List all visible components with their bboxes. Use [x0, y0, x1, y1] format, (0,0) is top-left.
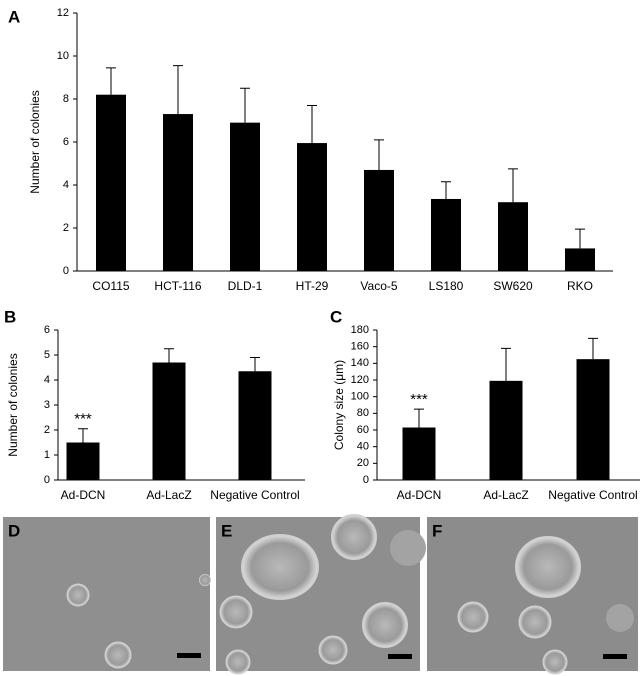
bar: [238, 371, 272, 480]
y-tick-label: 6: [44, 324, 50, 336]
error-bar: [575, 228, 585, 249]
x-tick-label: Ad-LacZ: [483, 488, 528, 502]
y-tick-label: 3: [44, 399, 50, 411]
bar: [297, 143, 327, 271]
y-tick-label: 5: [44, 349, 50, 361]
micrograph-f: [427, 517, 638, 675]
panel-label: D: [8, 521, 20, 540]
error-bar: [78, 428, 88, 443]
panel-label: B: [4, 307, 16, 326]
panel-label: C: [330, 307, 342, 326]
bar: [576, 359, 610, 480]
x-tick-label: Ad-DCN: [61, 488, 106, 502]
x-tick-label: Vaco-5: [360, 279, 397, 293]
x-tick-label: DLD-1: [228, 279, 263, 293]
x-tick-label: HT-29: [296, 279, 329, 293]
y-tick-label: 0: [44, 474, 50, 486]
x-tick-label: HCT-116: [154, 279, 201, 293]
y-tick-label: 120: [351, 374, 369, 386]
y-tick-label: 2: [44, 424, 50, 436]
bar: [498, 202, 528, 271]
error-bar: [164, 348, 174, 363]
y-tick-label: 180: [351, 324, 369, 336]
y-tick-label: 0: [363, 474, 369, 486]
bar: [565, 248, 595, 271]
panel-label: E: [221, 521, 232, 540]
y-tick-label: 100: [351, 391, 369, 403]
y-tick-label: 0: [63, 265, 69, 277]
y-axis-title: Number of colonies: [28, 90, 42, 193]
error-bar: [106, 67, 116, 95]
y-tick-label: 1: [44, 449, 50, 461]
bar: [402, 427, 436, 480]
micrograph-d: [3, 517, 211, 671]
x-tick-label: LS180: [429, 279, 464, 293]
x-tick-label: CO115: [92, 279, 129, 293]
error-bar: [588, 337, 598, 360]
y-tick-label: 12: [57, 7, 69, 19]
y-tick-label: 6: [63, 136, 69, 148]
bar: [230, 122, 260, 272]
y-tick-label: 4: [44, 374, 50, 386]
bar: [163, 114, 193, 271]
error-bar: [250, 357, 260, 372]
bar: [96, 94, 126, 271]
y-tick-label: 80: [357, 407, 369, 419]
panel-label: A: [8, 7, 20, 26]
bar: [152, 362, 186, 480]
significance-annotation: ***: [410, 391, 428, 408]
x-tick-label: Negative Control: [210, 488, 299, 502]
y-tick-label: 60: [357, 424, 369, 436]
y-tick-label: 20: [357, 457, 369, 469]
error-bar: [501, 347, 511, 381]
x-tick-label: Ad-LacZ: [146, 488, 191, 502]
error-bar: [307, 104, 317, 144]
error-bar: [240, 87, 250, 123]
error-bar: [414, 408, 424, 428]
x-tick-label: Ad-DCN: [397, 488, 442, 502]
micrograph-e: [216, 514, 426, 675]
error-bar: [173, 65, 183, 115]
y-tick-label: 10: [57, 50, 69, 62]
x-tick-label: SW620: [493, 279, 533, 293]
y-tick-label: 140: [351, 357, 369, 369]
y-axis-title: Colony size (μm): [332, 360, 346, 450]
error-bar: [441, 181, 451, 199]
y-tick-label: 160: [351, 341, 369, 353]
error-bar: [374, 139, 384, 170]
significance-annotation: ***: [74, 411, 92, 428]
x-tick-label: Negative Control: [548, 488, 637, 502]
bar: [364, 169, 394, 271]
y-axis-title: Number of colonies: [6, 353, 20, 456]
y-tick-label: 2: [63, 222, 69, 234]
panel-label: F: [432, 521, 442, 540]
error-bar: [508, 168, 518, 203]
y-tick-label: 40: [357, 441, 369, 453]
bar: [489, 380, 523, 480]
x-tick-label: RKO: [567, 279, 593, 293]
axis-line: [76, 13, 613, 272]
y-tick-label: 4: [63, 179, 69, 191]
y-tick-label: 8: [63, 93, 69, 105]
bar: [431, 198, 461, 271]
bar: [66, 442, 100, 480]
